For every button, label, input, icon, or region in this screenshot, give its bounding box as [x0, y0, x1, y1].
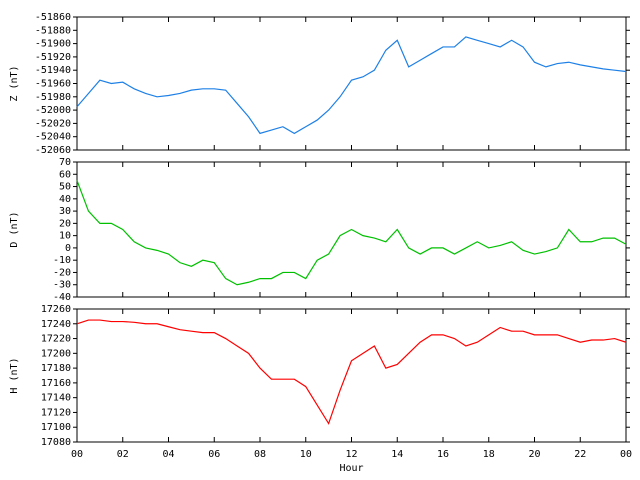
y-tick-label: 17260	[41, 304, 71, 315]
y-tick-label: -51980	[35, 92, 71, 103]
x-tick-label: 14	[391, 449, 403, 460]
y-tick-label: 40	[59, 194, 71, 205]
data-line	[76, 180, 627, 286]
x-tick-label: 02	[117, 449, 129, 460]
y-tick-label: -52060	[35, 145, 71, 156]
y-tick-label: -51960	[35, 79, 71, 90]
y-tick-label: -30	[53, 280, 71, 291]
y-tick-label: 17100	[41, 422, 71, 433]
y-tick-label: -51940	[35, 65, 71, 76]
x-tick-label: 20	[528, 449, 540, 460]
x-tick-label: 08	[254, 449, 266, 460]
y-tick-label: -52000	[35, 105, 71, 116]
y-tick-label: 17140	[41, 393, 71, 404]
y-tick-label: -52040	[35, 132, 71, 143]
data-line	[76, 319, 627, 425]
x-tick-label: 00	[71, 449, 83, 460]
y-tick-label: -52020	[35, 118, 71, 129]
y-axis-label: H (nT)	[9, 357, 20, 393]
x-axis-label: Hour	[339, 463, 363, 474]
x-tick-label: 12	[345, 449, 357, 460]
x-tick-label: 04	[162, 449, 174, 460]
y-axis-label: Z (nT)	[9, 65, 20, 101]
y-axis-label: D (nT)	[9, 211, 20, 247]
y-tick-label: 0	[65, 243, 71, 254]
y-tick-label: 60	[59, 169, 71, 180]
y-tick-label: 17120	[41, 407, 71, 418]
y-tick-label: 17240	[41, 319, 71, 330]
x-tick-label: 22	[574, 449, 586, 460]
y-tick-label: 17180	[41, 363, 71, 374]
y-tick-label: 10	[59, 231, 71, 242]
y-tick-label: 17220	[41, 334, 71, 345]
data-line	[76, 36, 627, 135]
plot-frame	[76, 308, 627, 443]
y-tick-label: 20	[59, 218, 71, 229]
x-tick-label: 06	[208, 449, 220, 460]
y-tick-label: 30	[59, 206, 71, 217]
y-tick-label: -51900	[35, 39, 71, 50]
y-tick-label: -20	[53, 267, 71, 278]
x-tick-label: 10	[300, 449, 312, 460]
y-tick-label: -40	[53, 292, 71, 303]
y-tick-label: -51920	[35, 52, 71, 63]
y-tick-label: -51860	[35, 12, 71, 23]
y-tick-label: 17160	[41, 378, 71, 389]
y-tick-label: 17080	[41, 437, 71, 448]
x-tick-label: 16	[437, 449, 449, 460]
y-tick-label: -51880	[35, 25, 71, 36]
y-tick-label: -10	[53, 255, 71, 266]
y-tick-label: 17200	[41, 348, 71, 359]
y-tick-label: 50	[59, 182, 71, 193]
plot-frame	[76, 16, 627, 151]
y-tick-label: 70	[59, 157, 71, 168]
x-tick-label: 18	[483, 449, 495, 460]
x-tick-label: 00	[620, 449, 632, 460]
